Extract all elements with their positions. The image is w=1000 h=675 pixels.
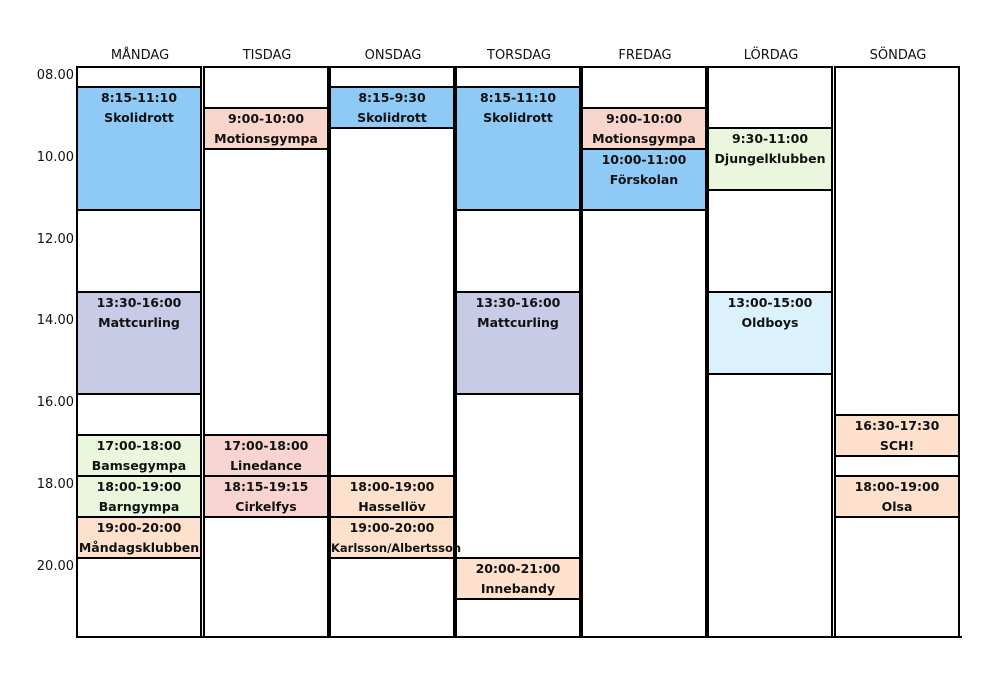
time-label: 18.00 — [36, 477, 74, 492]
event-name: Linedance — [230, 458, 302, 474]
event-name: Skolidrott — [483, 110, 553, 126]
day-column: 9:00-10:00 Motionsgympa 10:00-11:00 Förskol… — [581, 66, 707, 638]
day-header: FREDAG — [618, 48, 672, 63]
event-time: 17:00-18:00 — [96, 438, 182, 454]
event-time: 13:30-16:00 — [96, 294, 182, 310]
schedule-event[interactable]: 10:00-11:00 Förskolan — [583, 147, 705, 212]
schedule-event[interactable]: 9:00-10:00 Motionsgympa — [583, 106, 705, 150]
day-column: 9:30-11:00 Djungelklubben 13:00-15:00 Oldbo… — [707, 66, 833, 638]
schedule-event[interactable]: 19:00-20:00 Måndagsklubben — [78, 515, 200, 559]
event-time: 18:15-19:15 — [223, 479, 309, 494]
event-name: Barngympa — [98, 499, 180, 514]
day-column: 16:30-17:30 SCH! 18:00-19:00 Olsa — [834, 66, 960, 638]
schedule-event[interactable]: 16:30-17:30 SCH! — [836, 413, 958, 457]
event-name: Bamsegympa — [91, 458, 187, 474]
schedule-event[interactable]: 9:00-10:00 Motionsgympa — [205, 106, 327, 150]
schedule-event[interactable]: 13:30-16:00 Mattcurling — [78, 290, 200, 396]
event-time: 16:30-17:30 — [854, 417, 940, 433]
event-time: 9:00-10:00 — [605, 110, 683, 126]
event-time: 17:00-18:00 — [223, 438, 309, 454]
event-name: Hassellöv — [358, 499, 426, 514]
time-label: 16.00 — [36, 395, 74, 411]
event-time: 9:00-10:00 — [227, 110, 305, 126]
event-time: 18:00-19:00 — [96, 479, 182, 494]
schedule-event[interactable]: 13:30-16:00 Mattcurling — [457, 290, 579, 396]
event-name: Djungelklubben — [714, 151, 826, 167]
event-name: Mattcurling — [477, 314, 559, 330]
day-column: 9:00-10:00 Motionsgympa 17:00-18:00 Linedan… — [203, 66, 329, 638]
day-header: TISDAG — [242, 48, 292, 63]
schedule-event[interactable]: 18:00-19:00 Olsa — [836, 475, 958, 518]
schedule-event[interactable]: 8:15-9:30 Skolidrott — [331, 86, 453, 130]
event-time: 10:00-11:00 — [601, 151, 687, 167]
event-name: Innebandy — [480, 580, 556, 596]
event-name: Förskolan — [609, 171, 679, 187]
day-header: LÖRDAG — [743, 48, 799, 63]
schedule-event[interactable]: 17:00-18:00 Linedance — [205, 434, 327, 477]
day-column: 8:15-9:30 Skolidrott 18:00-19:00 Hassellöv 1… — [329, 66, 462, 638]
day-column: 8:15-11:10 Skolidrott 13:30-16:00 Mattcurli… — [455, 66, 581, 638]
event-name: Måndagsklubben — [78, 539, 200, 555]
event-time: 8:15-11:10 — [479, 90, 557, 106]
day-header: MÅNDAG — [110, 48, 170, 63]
event-time: 19:00-20:00 — [349, 519, 435, 535]
event-time: 9:30-11:00 — [731, 131, 809, 147]
day-header: TORSDAG — [487, 48, 551, 63]
event-name: Motionsgympa — [592, 130, 696, 146]
event-name: Oldboys — [741, 314, 799, 330]
schedule-event[interactable]: 18:00-19:00 Barngympa — [78, 475, 200, 518]
event-name: Cirkelfys — [235, 499, 297, 514]
schedule-event[interactable]: 13:00-15:00 Oldboys — [709, 290, 831, 375]
event-time: 18:00-19:00 — [349, 479, 435, 494]
day-header: ONSDAG — [364, 48, 422, 63]
grid-bottom-line — [77, 636, 962, 638]
time-label: 20.00 — [36, 558, 74, 574]
day-header: SÖNDAG — [869, 48, 927, 63]
event-name: Motionsgympa — [214, 130, 318, 146]
schedule-event[interactable]: 19:00-20:00 Karlsson/Albertsson — [331, 515, 462, 559]
schedule-event[interactable]: 8:15-11:10 Skolidrott — [457, 86, 579, 212]
time-label: 12.00 — [36, 231, 74, 247]
event-name: Olsa — [881, 499, 913, 514]
schedule-event[interactable]: 20:00-21:00 Innebandy — [457, 556, 579, 600]
schedule-event[interactable]: 9:30-11:00 Djungelklubben — [709, 127, 831, 191]
event-time: 18:00-19:00 — [854, 479, 940, 494]
time-label: 14.00 — [36, 313, 74, 329]
event-name: Mattcurling — [98, 314, 180, 330]
event-time: 13:00-15:00 — [727, 294, 813, 310]
time-label: 08.00 — [36, 68, 74, 83]
schedule-event[interactable]: 18:00-19:00 Hassellöv — [331, 475, 453, 518]
event-name: Skolidrott — [357, 110, 427, 126]
time-label: 10.00 — [36, 149, 74, 165]
event-time: 8:15-9:30 — [358, 90, 426, 106]
day-column: 8:15-11:10 Skolidrott 13:30-16:00 Mattcurli… — [76, 66, 202, 638]
event-time: 13:30-16:00 — [475, 294, 561, 310]
event-time: 8:15-11:10 — [100, 90, 178, 106]
event-name: Skolidrott — [104, 110, 174, 126]
event-name: SCH! — [879, 437, 915, 453]
event-name: Karlsson/Albertsson — [331, 540, 462, 555]
schedule-event[interactable]: 18:15-19:15 Cirkelfys — [205, 475, 327, 518]
event-time: 20:00-21:00 — [475, 560, 561, 576]
event-time: 19:00-20:00 — [96, 519, 182, 535]
schedule-event[interactable]: 17:00-18:00 Bamsegympa — [78, 434, 200, 477]
schedule-event[interactable]: 8:15-11:10 Skolidrott — [78, 86, 200, 212]
